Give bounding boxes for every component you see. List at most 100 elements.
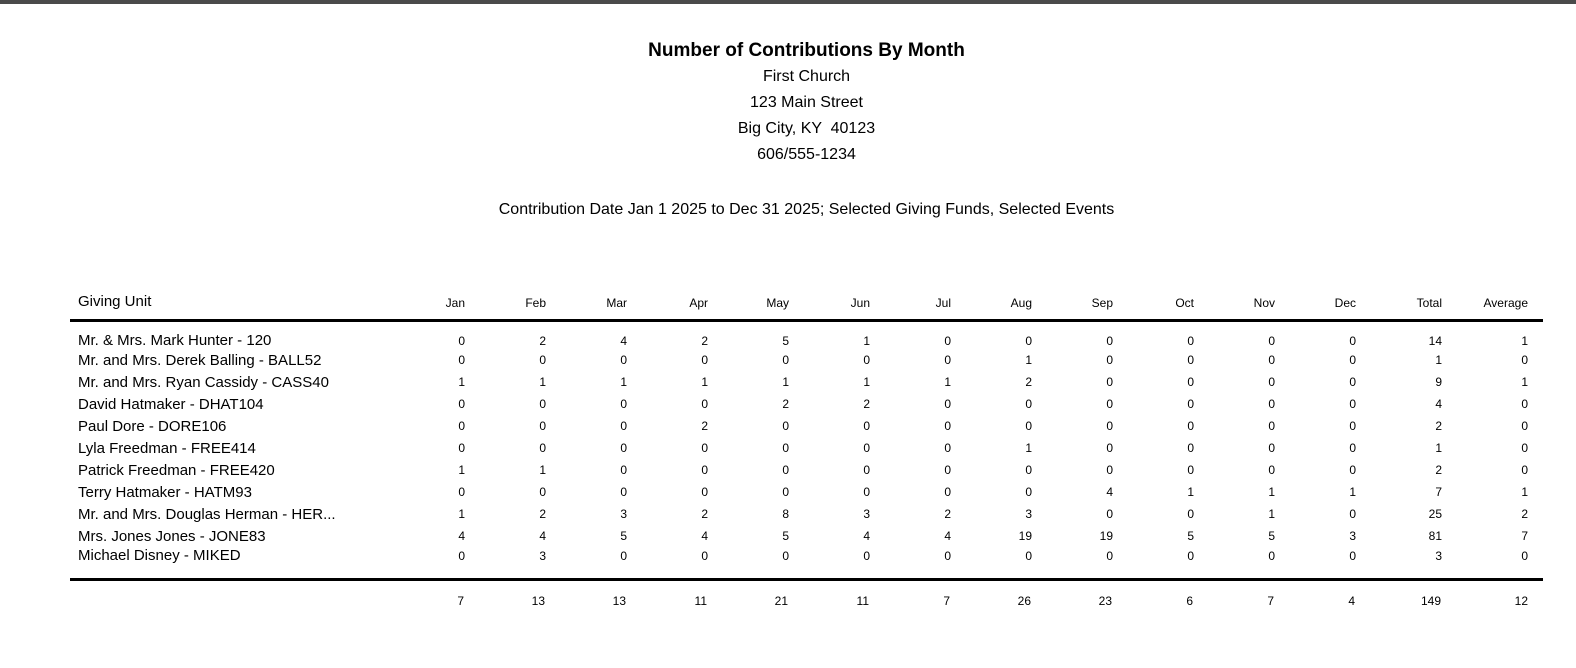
column-header-oct: Oct	[1113, 293, 1194, 322]
table-row: David Hatmaker - DHAT104 0 0 0 0 2 2 0 0 0 0 0 0 4 0	[70, 393, 1543, 415]
table-header-row: Giving Unit Jan Feb Mar Apr May Jun Jul Aug Sep O…	[70, 293, 1543, 322]
giving-unit-name: Mrs. Jones Jones - JONE83	[78, 527, 266, 545]
cell-value: 0	[863, 353, 870, 367]
giving-unit-name: Lyla Freedman - FREE414	[78, 439, 256, 457]
cell-value: 0	[458, 441, 465, 455]
org-address-city: Big City, KY 40123	[737, 120, 876, 137]
cell-value: 5	[620, 529, 627, 543]
cell-value: 0	[539, 485, 546, 499]
cell-value: 0	[782, 419, 789, 433]
cell-value: 5	[1187, 529, 1194, 543]
cell-value: 1	[458, 375, 465, 389]
cell-value: 4	[1435, 397, 1442, 411]
cell-value: 0	[1032, 547, 1113, 581]
cell-value: 3	[465, 547, 546, 581]
cell-value: 1	[539, 375, 546, 389]
cell-value: 19	[1099, 529, 1113, 543]
giving-unit-name: Paul Dore - DORE106	[78, 417, 227, 435]
cell-value: 0	[701, 397, 708, 411]
cell-value: 0	[1025, 333, 1032, 348]
cell-value: 1	[1435, 441, 1442, 455]
column-header-jun: Jun	[789, 293, 870, 322]
cell-value: 0	[782, 485, 789, 499]
giving-unit-name: Mr. & Mrs. Mark Hunter - 120	[78, 332, 272, 349]
cell-value: 0	[1106, 507, 1113, 521]
cell-value: 2	[539, 507, 546, 521]
total-value: 149	[1420, 594, 1441, 608]
cell-value: 0	[1268, 353, 1275, 367]
giving-unit-name: David Hatmaker - DHAT104	[78, 395, 264, 413]
cell-value: 0	[620, 397, 627, 411]
column-header-jan: Jan	[384, 293, 465, 322]
cell-value: 0	[1349, 463, 1356, 477]
total-value: 11	[856, 594, 869, 608]
report-criteria-line: Contribution Date Jan 1 2025 to Dec 31 2…	[498, 201, 1115, 218]
cell-value: 0	[384, 547, 465, 581]
total-value: 13	[612, 594, 626, 608]
total-value: 7	[943, 594, 950, 608]
cell-value: 0	[1349, 507, 1356, 521]
cell-value: 81	[1428, 529, 1442, 543]
cell-value: 0	[951, 547, 1032, 581]
cell-value: 1	[1268, 507, 1275, 521]
cell-value: 0	[1194, 547, 1275, 581]
giving-unit-name: Mr. and Mrs. Ryan Cassidy - CASS40	[78, 373, 329, 391]
total-value: 21	[774, 594, 788, 608]
cell-value: 1	[620, 375, 627, 389]
cell-value: 0	[944, 397, 951, 411]
cell-value: 1	[539, 463, 546, 477]
cell-value: 4	[944, 529, 951, 543]
cell-value: 1	[863, 375, 870, 389]
cell-value: 0	[1187, 375, 1194, 389]
cell-value: 0	[701, 441, 708, 455]
cell-value: 0	[1025, 419, 1032, 433]
cell-value: 3	[620, 507, 627, 521]
cell-value: 3	[1356, 547, 1442, 581]
cell-value: 0	[944, 333, 951, 348]
cell-value: 2	[1435, 463, 1442, 477]
cell-value: 0	[1187, 441, 1194, 455]
cell-value: 2	[944, 507, 951, 521]
contributions-report: Number of Contributions By Month First C…	[70, 4, 1543, 609]
cell-value: 0	[782, 441, 789, 455]
cell-value: 5	[782, 529, 789, 543]
cell-value: 4	[620, 333, 627, 348]
cell-value: 0	[1106, 397, 1113, 411]
cell-value: 0	[944, 353, 951, 367]
cell-value: 0	[539, 441, 546, 455]
cell-value: 4	[701, 529, 708, 543]
cell-value: 0	[1268, 333, 1275, 348]
cell-value: 0	[1106, 419, 1113, 433]
org-phone: 606/555-1234	[757, 146, 856, 163]
giving-unit-name: Michael Disney - MIKED	[70, 547, 384, 581]
cell-value: 0	[1113, 547, 1194, 581]
cell-value: 1	[1187, 485, 1194, 499]
cell-value: 4	[863, 529, 870, 543]
cell-value: 0	[620, 485, 627, 499]
column-header-sep: Sep	[1032, 293, 1113, 322]
cell-value: 2	[1025, 375, 1032, 389]
cell-value: 1	[1521, 485, 1528, 499]
cell-value: 2	[701, 507, 708, 521]
cell-value: 0	[458, 397, 465, 411]
column-header-average: Average	[1442, 293, 1543, 322]
total-value: 7	[1267, 594, 1274, 608]
cell-value: 2	[539, 333, 546, 348]
cell-value: 1	[1349, 485, 1356, 499]
cell-value: 0	[458, 353, 465, 367]
cell-value: 2	[863, 397, 870, 411]
cell-value: 3	[863, 507, 870, 521]
cell-value: 1	[1521, 375, 1528, 389]
cell-value: 19	[1018, 529, 1032, 543]
cell-value: 0	[870, 547, 951, 581]
cell-value: 25	[1428, 507, 1442, 521]
cell-value: 3	[1025, 507, 1032, 521]
total-value: 23	[1098, 594, 1112, 608]
cell-value: 0	[863, 419, 870, 433]
giving-unit-name: Terry Hatmaker - HATM93	[78, 483, 252, 501]
cell-value: 0	[701, 463, 708, 477]
cell-value: 0	[1106, 375, 1113, 389]
cell-value: 0	[944, 463, 951, 477]
cell-value: 0	[1268, 463, 1275, 477]
cell-value: 0	[1187, 333, 1194, 348]
